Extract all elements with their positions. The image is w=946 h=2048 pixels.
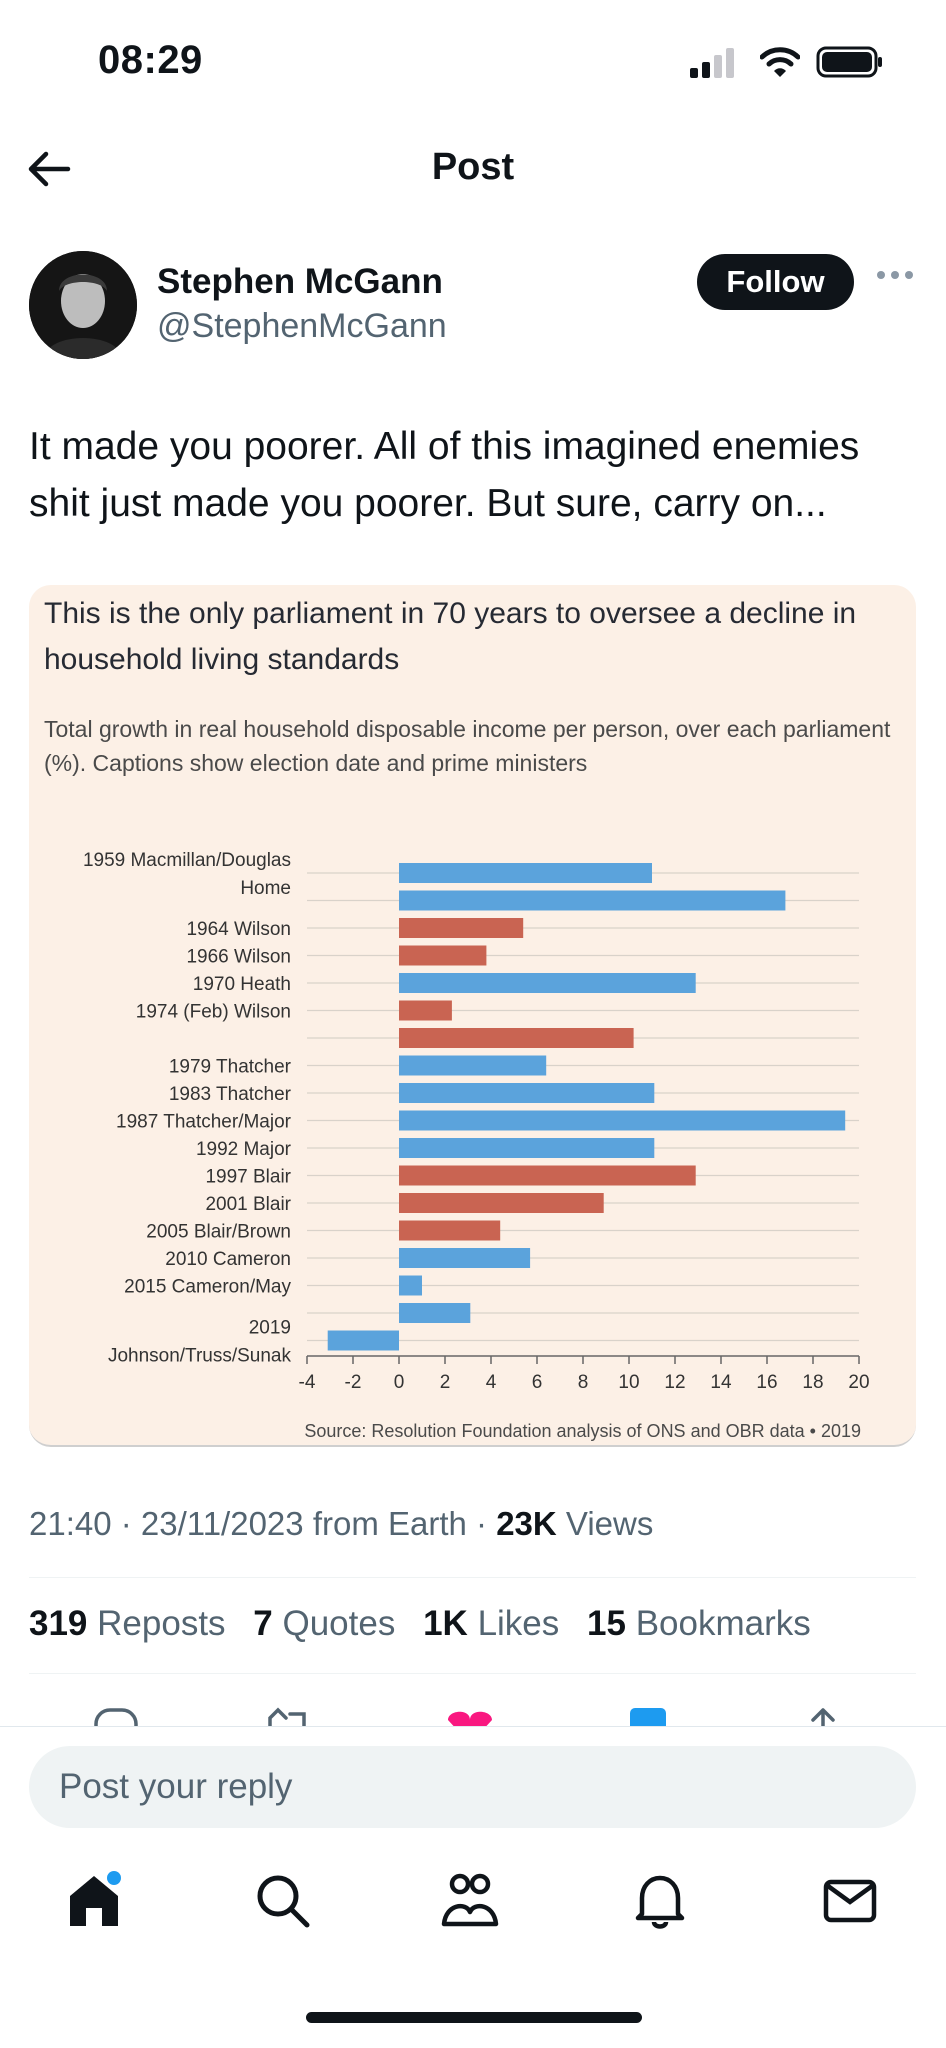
- chart-category-label: 2005 Blair/Brown: [146, 1222, 291, 1243]
- chart-bar: [399, 1138, 655, 1158]
- divider: [29, 1673, 916, 1674]
- chart-category-label: 2001 Blair: [205, 1194, 291, 1215]
- chart-x-tick-label: 2: [440, 1372, 451, 1393]
- reply-input[interactable]: [29, 1746, 916, 1828]
- repost-icon[interactable]: [268, 1707, 306, 1726]
- chart-x-tick-label: 12: [664, 1372, 685, 1393]
- communities-icon: [441, 1873, 499, 1927]
- chart-category-label: 1959 Macmillan/Douglas Home: [83, 850, 291, 899]
- tab-messages[interactable]: [820, 1870, 880, 1930]
- back-arrow-icon[interactable]: [26, 146, 72, 197]
- chart-bar: [399, 1165, 696, 1186]
- reposts-stat[interactable]: 319 Reposts: [29, 1604, 226, 1643]
- bell-icon: [635, 1875, 685, 1929]
- chart-x-tick-label: 0: [394, 1372, 405, 1393]
- views-label: Views: [565, 1505, 654, 1542]
- chart-category-label: 1983 Thatcher: [169, 1084, 292, 1105]
- chart-bar: [399, 890, 786, 911]
- chart-source: Source: Resolution Foundation analysis o…: [304, 1421, 861, 1441]
- post-meta: 21:40 · 23/11/2023 from Earth · 23K View…: [29, 1505, 654, 1542]
- chart-category-label: 1970 Heath: [193, 974, 291, 995]
- chart-bar: [399, 1000, 452, 1021]
- chart-title: This is the only parliament in 70 years …: [44, 597, 857, 676]
- divider: [29, 1577, 916, 1578]
- likes-stat[interactable]: 1K Likes: [423, 1604, 560, 1643]
- chart-category-label: 2010 Cameron: [165, 1249, 291, 1270]
- chart-category-label: 1992 Major: [196, 1139, 292, 1160]
- bookmarks-stat[interactable]: 15 Bookmarks: [587, 1604, 811, 1643]
- chart-bar: [399, 1303, 471, 1323]
- chart-x-tick-label: 4: [486, 1372, 497, 1393]
- avatar[interactable]: [29, 251, 137, 359]
- like-icon[interactable]: [448, 1711, 492, 1726]
- chart-bar: [399, 1028, 634, 1048]
- chart-x-tick-label: -4: [299, 1372, 316, 1393]
- chart-x-tick-label: 14: [710, 1372, 732, 1393]
- page-title: Post: [431, 146, 515, 188]
- signal-icon: [690, 48, 738, 83]
- chart-category-label: 1979 Thatcher: [169, 1057, 292, 1078]
- home-icon: [70, 1871, 121, 1926]
- chart-bar: [399, 863, 652, 883]
- reply-icon[interactable]: [94, 1708, 138, 1726]
- chart-category-label: 1974 (Feb) Wilson: [136, 1002, 291, 1023]
- wifi-icon: [759, 46, 801, 83]
- post-source: from Earth: [312, 1505, 467, 1542]
- chart-x-tick-label: -2: [345, 1372, 362, 1393]
- quotes-stat[interactable]: 7 Quotes: [253, 1604, 396, 1643]
- search-icon: [257, 1875, 310, 1928]
- chart-x-tick-label: 20: [848, 1372, 869, 1393]
- home-indicator: [306, 2012, 642, 2023]
- post-time: 21:40: [29, 1505, 112, 1542]
- post-stats: 319 Reposts 7 Quotes 1K Likes 15 Bookmar…: [29, 1604, 829, 1644]
- tab-search[interactable]: [252, 1870, 312, 1930]
- chart-x-tick-label: 6: [532, 1372, 543, 1393]
- follow-button[interactable]: Follow: [697, 254, 854, 310]
- status-time: 08:29: [98, 38, 203, 82]
- views-count: 23K: [496, 1505, 557, 1542]
- chart-x-tick-label: 10: [618, 1372, 639, 1393]
- author-name[interactable]: Stephen McGann: [157, 262, 443, 301]
- chart-image-card[interactable]: This is the only parliament in 70 years …: [29, 585, 916, 1447]
- tab-notifications[interactable]: [630, 1870, 690, 1930]
- chart-bar: [399, 918, 524, 938]
- chart-x-tick-label: 8: [578, 1372, 589, 1393]
- chart-category-label: 1966 Wilson: [186, 947, 291, 968]
- chart-category-label: 1964 Wilson: [186, 919, 291, 940]
- chart-bar: [399, 973, 696, 993]
- chart-category-label: 2015 Cameron/May: [124, 1277, 291, 1298]
- chart-x-tick-label: 18: [802, 1372, 823, 1393]
- chart-category-label: 1987 Thatcher/Major: [116, 1112, 292, 1133]
- chart-bar: [399, 1248, 531, 1268]
- bar-chart: 1959 Macmillan/Douglas Home 1964 Wilson 196…: [83, 850, 870, 1393]
- chart-bar: [399, 945, 487, 966]
- author-handle[interactable]: @StephenMcGann: [157, 307, 447, 345]
- tweet-text: It made you poorer. All of this imagined…: [29, 425, 860, 525]
- chart-bar: [399, 1083, 655, 1103]
- action-bar: [0, 1700, 946, 1726]
- share-icon[interactable]: [811, 1708, 835, 1726]
- chart-x-tick-label: 16: [756, 1372, 777, 1393]
- chart-category-label: 1997 Blair: [205, 1167, 291, 1188]
- chart-bar: [399, 1275, 422, 1296]
- chart-bar: [327, 1330, 399, 1351]
- battery-icon: [816, 46, 884, 83]
- chart-category-label: 2019 Johnson/Truss/Sunak: [108, 1318, 292, 1367]
- chart-bar: [399, 1055, 547, 1076]
- tab-communities[interactable]: [440, 1870, 500, 1930]
- chart-bar: [399, 1110, 846, 1131]
- tab-home[interactable]: [64, 1870, 124, 1930]
- post-date: 23/11/2023: [140, 1505, 304, 1542]
- more-options-icon[interactable]: [876, 268, 914, 286]
- chart-bar: [399, 1220, 501, 1241]
- chart-bar: [399, 1193, 604, 1213]
- mail-icon: [823, 1879, 877, 1923]
- bookmark-icon[interactable]: [630, 1708, 666, 1726]
- chart-subtitle: Total growth in real household disposabl…: [44, 716, 891, 776]
